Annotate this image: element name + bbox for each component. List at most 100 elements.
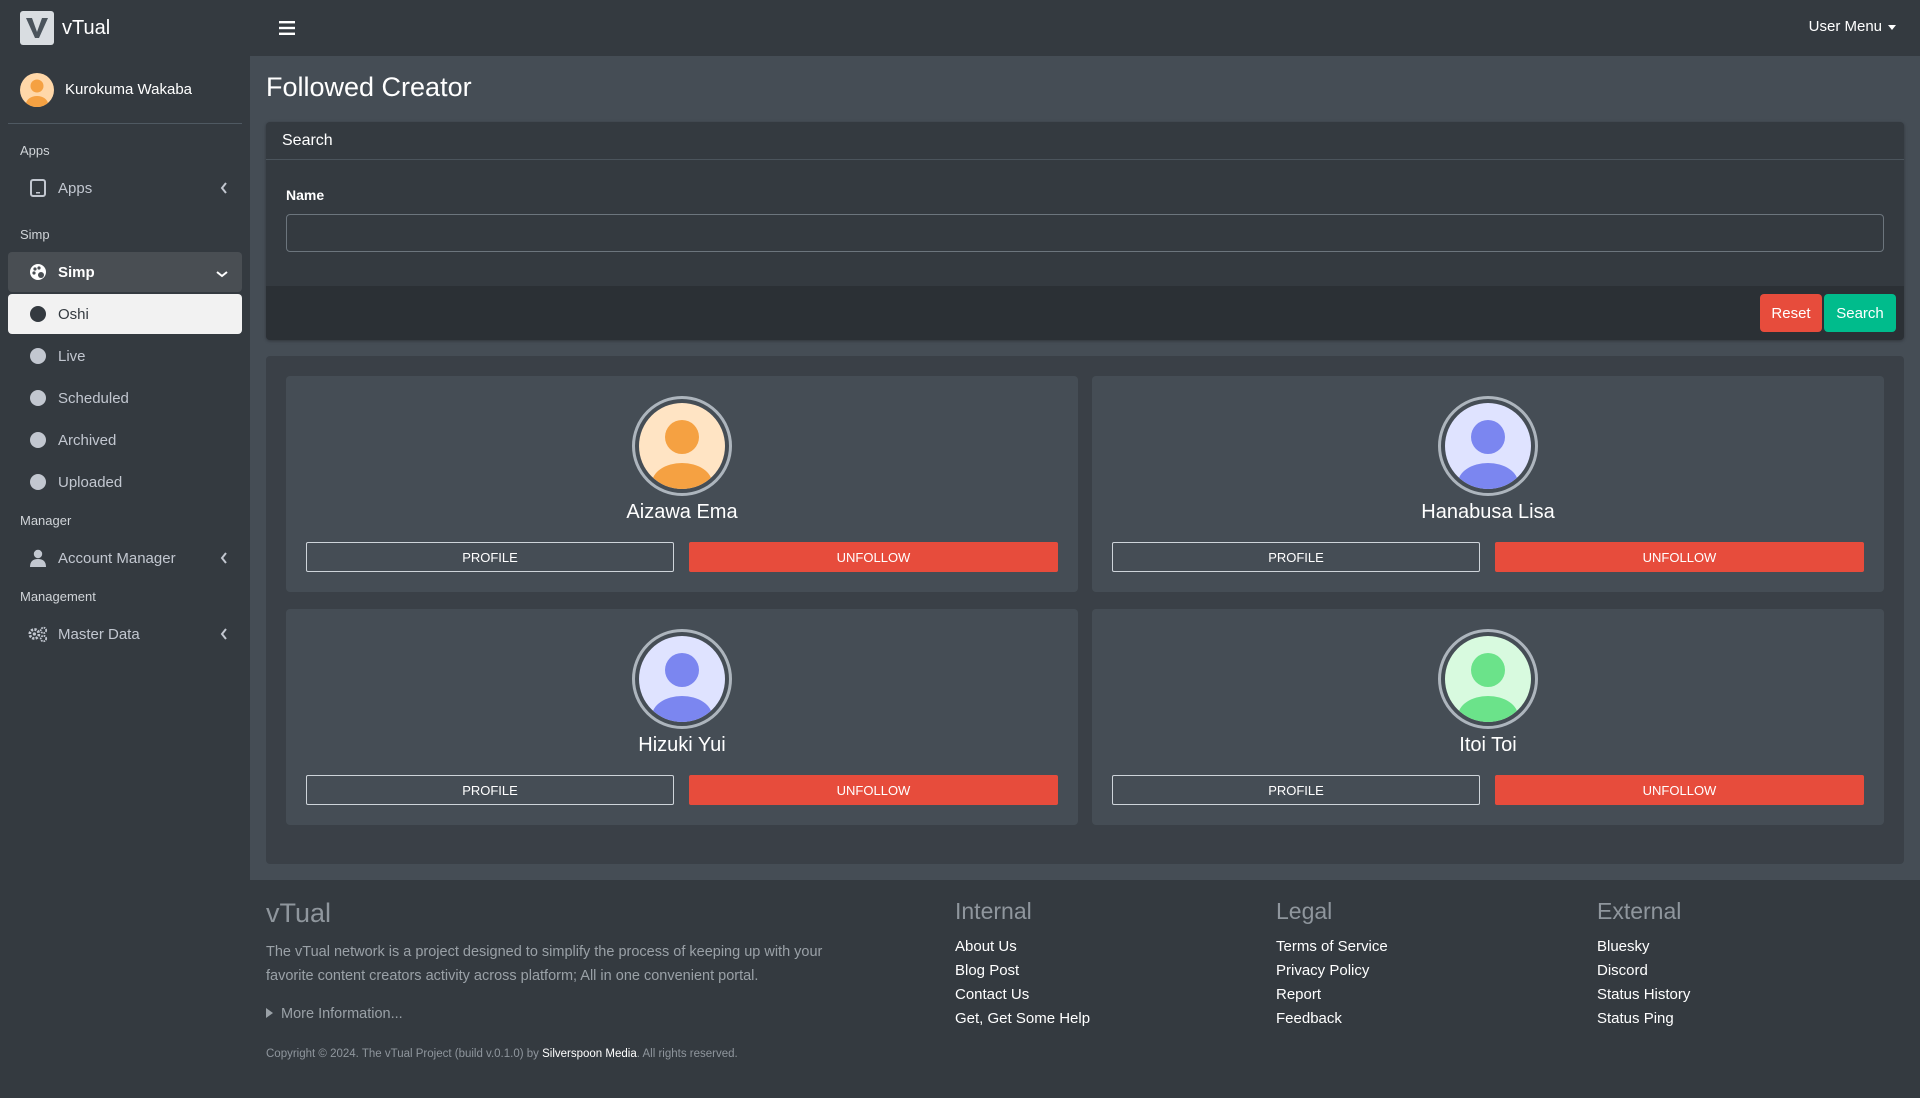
copyright-suffix: . All rights reserved. [636, 1048, 738, 1060]
unfollow-button[interactable]: UNFOLLOW [1495, 542, 1864, 572]
sidebar-item-label: Oshi [58, 305, 89, 323]
footer-link-bluesky[interactable]: Bluesky [1597, 938, 1650, 955]
sidebar-item-label: Simp [58, 263, 95, 281]
nav-header-manager: Manager [20, 513, 72, 528]
chevron-down-icon [216, 265, 228, 282]
sidebar-item-live[interactable]: Live [8, 336, 242, 376]
unfollow-button[interactable]: UNFOLLOW [1495, 775, 1864, 805]
caret-right-icon [266, 1008, 273, 1018]
creator-name: Itoi Toi [1459, 734, 1517, 756]
sidebar-item-label: Master Data [58, 625, 140, 643]
footer-column-title: External [1597, 898, 1682, 924]
more-information-toggle[interactable]: More Information... [266, 1006, 403, 1022]
creator-card: Itoi Toi PROFILE UNFOLLOW [1092, 609, 1884, 825]
sidebar-item-simp[interactable]: Simp [8, 252, 242, 292]
search-button[interactable]: Search [1824, 294, 1896, 332]
sidebar-item-archived[interactable]: Archived [8, 420, 242, 460]
sidebar-item-label: Scheduled [58, 389, 129, 407]
footer-link-privacy[interactable]: Privacy Policy [1276, 962, 1370, 979]
user-menu-dropdown[interactable]: User Menu [1809, 18, 1896, 35]
creator-avatar[interactable] [1438, 396, 1538, 496]
chevron-left-icon [220, 181, 228, 198]
sidebar-item-label: Account Manager [58, 549, 176, 567]
user-menu-label: User Menu [1808, 18, 1882, 35]
profile-button[interactable]: PROFILE [1112, 542, 1480, 572]
tablet-icon [28, 178, 48, 198]
creator-avatar[interactable] [1438, 629, 1538, 729]
caret-down-icon [1888, 24, 1896, 30]
unfollow-button[interactable]: UNFOLLOW [689, 542, 1058, 572]
sidebar-item-label: Uploaded [58, 473, 123, 491]
footer-column-title: Internal [955, 898, 1032, 924]
footer-column-internal: Internal About Us Blog Post Contact Us G… [955, 898, 1090, 1031]
name-search-input[interactable] [286, 214, 1884, 252]
footer-link-terms[interactable]: Terms of Service [1276, 938, 1388, 955]
profile-button[interactable]: PROFILE [1112, 775, 1480, 805]
footer-brand: vTual [266, 898, 332, 928]
sidebar-item-account-manager[interactable]: Account Manager [8, 538, 242, 578]
menu-toggle-icon[interactable] [272, 13, 302, 43]
sidebar-item-uploaded[interactable]: Uploaded [8, 462, 242, 502]
creator-card: Aizawa Ema PROFILE UNFOLLOW [286, 376, 1078, 592]
creator-name: Aizawa Ema [626, 501, 738, 523]
sidebar-item-oshi[interactable]: Oshi [8, 294, 242, 334]
copyright-prefix: Copyright © 2024. The vTual Project (bui… [266, 1048, 539, 1060]
creator-name: Hanabusa Lisa [1421, 501, 1555, 523]
search-card-footer: Reset Search [266, 286, 1904, 340]
footer-link-contact-us[interactable]: Contact Us [955, 986, 1030, 1003]
brand[interactable]: vTual [0, 0, 250, 56]
footer-column-legal: Legal Terms of Service Privacy Policy Re… [1276, 898, 1388, 1031]
nav-header-apps: Apps [20, 143, 50, 158]
circle-icon [28, 430, 48, 450]
person-icon [1445, 636, 1531, 722]
person-icon [1445, 403, 1531, 489]
creator-card: Hizuki Yui PROFILE UNFOLLOW [286, 609, 1078, 825]
nav-header-simp: Simp [20, 227, 50, 242]
footer-link-status-history[interactable]: Status History [1597, 986, 1691, 1003]
reset-button[interactable]: Reset [1760, 294, 1822, 332]
user-icon [28, 548, 48, 568]
profile-button[interactable]: PROFILE [306, 775, 674, 805]
footer-link-blog-post[interactable]: Blog Post [955, 962, 1020, 979]
creator-avatar[interactable] [632, 629, 732, 729]
sidebar-item-master-data[interactable]: Master Data [8, 614, 242, 654]
footer: vTual The vTual network is a project des… [250, 880, 1920, 1098]
company-link[interactable]: Silverspoon Media [542, 1048, 637, 1060]
profile-button[interactable]: PROFILE [306, 542, 674, 572]
circle-icon [28, 388, 48, 408]
circle-icon [28, 472, 48, 492]
footer-link-discord[interactable]: Discord [1597, 962, 1648, 979]
footer-link-status-ping[interactable]: Status Ping [1597, 1010, 1674, 1027]
gears-icon [28, 624, 48, 644]
person-icon [639, 636, 725, 722]
footer-link-feedback[interactable]: Feedback [1276, 1010, 1342, 1027]
circle-icon [28, 346, 48, 366]
circle-icon [28, 304, 48, 324]
sidebar-item-scheduled[interactable]: Scheduled [8, 378, 242, 418]
sidebar: Kurokuma Wakaba Apps Apps Simp Simp Oshi… [0, 56, 250, 1098]
user-avatar [20, 72, 54, 107]
user-name: Kurokuma Wakaba [65, 81, 193, 98]
more-information-label: More Information... [281, 1006, 403, 1022]
name-label: Name [286, 187, 325, 203]
creator-avatar[interactable] [632, 396, 732, 496]
footer-column-external: External Bluesky Discord Status History … [1597, 898, 1690, 1031]
creator-card: Hanabusa Lisa PROFILE UNFOLLOW [1092, 376, 1884, 592]
unfollow-button[interactable]: UNFOLLOW [689, 775, 1058, 805]
creator-grid: Aizawa Ema PROFILE UNFOLLOW Hanabusa Lis… [266, 356, 1904, 864]
footer-link-help[interactable]: Get, Get Some Help [955, 1010, 1091, 1027]
sidebar-item-apps[interactable]: Apps [8, 168, 242, 208]
footer-link-about-us[interactable]: About Us [955, 938, 1017, 955]
creator-name: Hizuki Yui [638, 734, 726, 756]
sidebar-item-label: Live [58, 347, 86, 365]
user-panel[interactable]: Kurokuma Wakaba [8, 56, 242, 124]
copyright: Copyright © 2024. The vTual Project (bui… [266, 1048, 738, 1060]
page-title: Followed Creator [266, 72, 472, 102]
chevron-left-icon [220, 551, 228, 568]
footer-column-title: Legal [1276, 898, 1333, 924]
palette-icon [28, 262, 48, 282]
brand-logo [20, 11, 54, 45]
search-card-title: Search [266, 122, 1904, 160]
brand-name: vTual [62, 16, 111, 39]
footer-link-report[interactable]: Report [1276, 986, 1322, 1003]
